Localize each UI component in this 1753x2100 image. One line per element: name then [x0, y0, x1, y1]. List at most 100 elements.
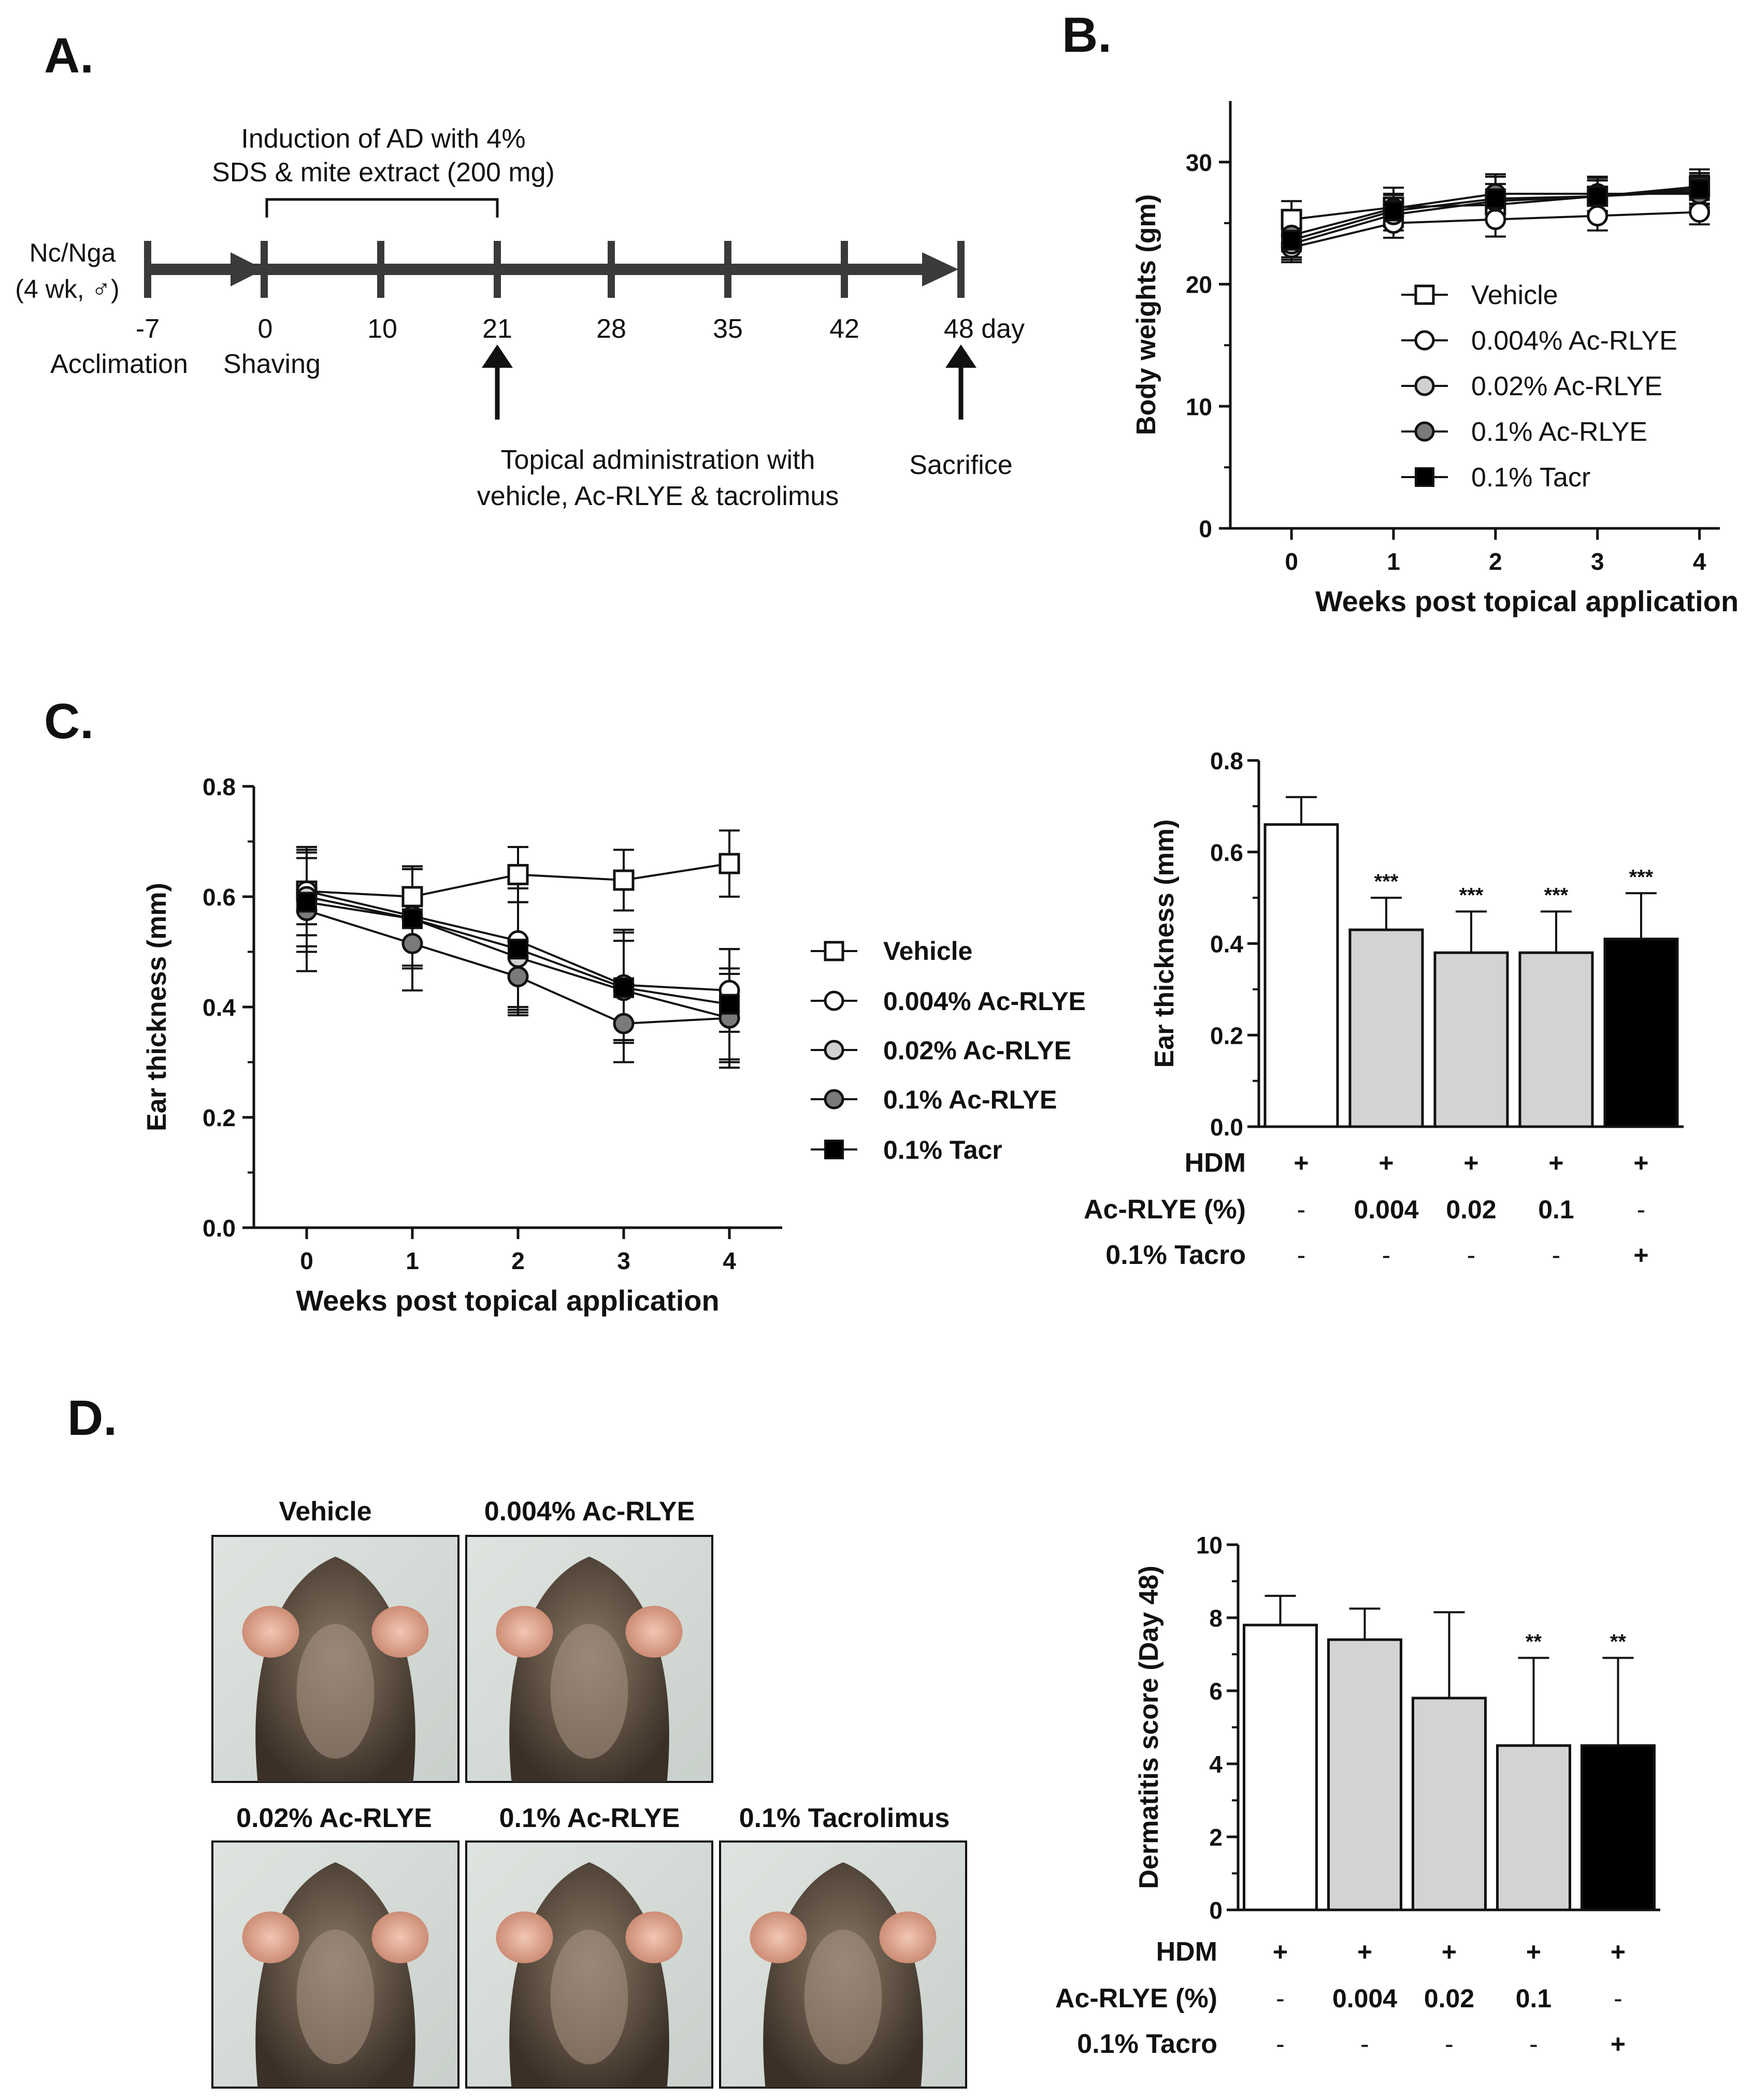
legend-c-vehicle: Vehicle — [883, 937, 972, 966]
legend-c-ac002: 0.02% Ac-RLYE — [883, 1036, 1071, 1065]
y-tick-label: 10 — [1196, 1532, 1223, 1559]
condition-table-c: HDM Ac-RLYE (%) 0.1% Tacro + + + + + - 0.004 0.… — [1084, 1148, 1649, 1270]
condition-cell: + — [1548, 1148, 1563, 1177]
experiment-timeline: Nc/Nga (4 wk, ♂) Induction of AD with 4%… — [15, 124, 1025, 511]
y-tick-label: 4 — [1209, 1751, 1223, 1778]
x-axis-label: Weeks post topical application — [1315, 585, 1738, 617]
bar — [1603, 938, 1679, 1128]
bar — [1496, 1744, 1571, 1911]
x-tick-label: 2 — [511, 1247, 525, 1274]
y-tick-label: 0.8 — [1210, 747, 1243, 774]
legend-c-ac004: 0.004% Ac-RLYE — [883, 987, 1086, 1016]
x-tick-label: 3 — [617, 1247, 630, 1274]
timeline-arrow-1 — [231, 252, 264, 286]
induction-label-line1: Induction of AD with 4% — [241, 124, 525, 154]
legend-b-vehicle: Vehicle — [1471, 280, 1558, 310]
data-point — [401, 886, 423, 908]
condition-cell: - — [1360, 2030, 1369, 2059]
y-axis-label: Body weights (gm) — [1131, 194, 1161, 435]
condition-cell: - — [1637, 1195, 1646, 1224]
condition-cell: - — [1276, 2030, 1285, 2059]
significance-label: *** — [1629, 866, 1654, 888]
condition-cell: - — [1467, 1241, 1476, 1270]
legend-b-tacr: 0.1% Tacr — [1471, 463, 1590, 493]
condition-cell: + — [1378, 1148, 1393, 1177]
legend-marker — [1414, 421, 1435, 442]
data-point — [508, 939, 528, 960]
bar — [1580, 1744, 1656, 1911]
timeline-tick-label: 35 — [713, 314, 743, 344]
y-tick-label: 0 — [1209, 1897, 1223, 1924]
timeline-tick-label: 0 — [258, 314, 273, 344]
hdm-label-c: HDM — [1185, 1148, 1246, 1178]
data-point — [1281, 229, 1302, 251]
timeline-tick-label: 21 — [482, 314, 512, 344]
data-point — [613, 869, 635, 891]
bar — [1433, 951, 1509, 1128]
y-tick-label: 2 — [1209, 1824, 1223, 1851]
y-tick-label: 0.8 — [203, 773, 236, 800]
bar — [1243, 1623, 1318, 1911]
data-point — [1485, 209, 1506, 231]
ac-label-c: Ac-RLYE (%) — [1084, 1195, 1246, 1225]
shaved-skin — [550, 1930, 628, 2064]
significance-label: ** — [1526, 1631, 1542, 1653]
condition-cell: + — [1526, 1937, 1541, 1966]
data-point — [1587, 185, 1608, 207]
mouse-ear-right — [371, 1911, 429, 1963]
legend-b-ac004: 0.004% Ac-RLYE — [1471, 326, 1677, 356]
y-tick-label: 10 — [1186, 393, 1212, 420]
y-tick-label: 0.2 — [203, 1104, 236, 1131]
data-point — [507, 966, 529, 987]
tacro-label-d: 0.1% Tacro — [1077, 2029, 1217, 2059]
condition-cell: + — [1357, 1937, 1372, 1966]
mouse-ear-left — [496, 1606, 553, 1658]
condition-cell: - — [1382, 1241, 1391, 1270]
data-point — [296, 891, 317, 913]
y-tick-label: 20 — [1186, 271, 1212, 298]
condition-cell: + — [1633, 1241, 1648, 1270]
significance-label: *** — [1544, 884, 1569, 907]
photo-label-vehicle: Vehicle — [279, 1497, 371, 1527]
data-point — [1587, 205, 1608, 227]
mouse-photo — [211, 1840, 459, 2089]
panel-label-c: C. — [44, 694, 94, 749]
dermatitis-score-bar-chart: 0 2 4 6 8 10 Dermatitis score (Day 48) ** ** — [1134, 1532, 1660, 1924]
y-tick-label: 0.4 — [203, 994, 236, 1021]
y-tick-label: 6 — [1209, 1678, 1223, 1705]
legend-marker — [824, 1040, 844, 1060]
bar — [1518, 951, 1594, 1128]
mouse-ear-right — [371, 1606, 429, 1658]
data-point — [719, 853, 740, 874]
topical-label-line1: Topical administration with — [501, 445, 815, 475]
y-tick-label: 0 — [1199, 515, 1212, 542]
mouse-photo — [719, 1840, 967, 2089]
x-axis-label: Weeks post topical application — [296, 1284, 719, 1317]
timeline-tick-label: 10 — [367, 314, 397, 344]
condition-cell: 0.004 — [1332, 1984, 1397, 2013]
y-tick-label: 0.2 — [1210, 1022, 1243, 1049]
bar — [1412, 1696, 1487, 1911]
shaved-skin — [550, 1624, 628, 1759]
x-tick-label: 1 — [406, 1247, 419, 1274]
mouse-photos: Vehicle 0.004% Ac-RLYE 0.02% Ac-RLYE 0.1… — [211, 1497, 967, 2089]
condition-cell: + — [1442, 1937, 1457, 1966]
significance-label: *** — [1459, 884, 1484, 907]
legend-c-ac01: 0.1% Ac-RLYE — [883, 1085, 1057, 1114]
bar — [1327, 1638, 1402, 1911]
subject-strain: Nc/Nga — [30, 238, 116, 267]
photo-label-ac01: 0.1% Ac-RLYE — [499, 1803, 680, 1833]
data-point — [402, 908, 423, 929]
significance-label: ** — [1610, 1631, 1627, 1653]
x-tick-label: 4 — [723, 1247, 736, 1274]
timeline-tick-label: 42 — [829, 314, 859, 344]
condition-table-d: HDM Ac-RLYE (%) 0.1% Tacro + + + + + - 0.004 0.… — [1055, 1937, 1626, 2059]
condition-cell: + — [1611, 1937, 1626, 1966]
y-tick-label: 0.6 — [203, 884, 236, 911]
y-tick-label: 0.0 — [203, 1215, 236, 1242]
data-point — [1383, 200, 1404, 222]
hdm-label-d: HDM — [1156, 1937, 1217, 1967]
mouse-photo — [465, 1840, 713, 2089]
